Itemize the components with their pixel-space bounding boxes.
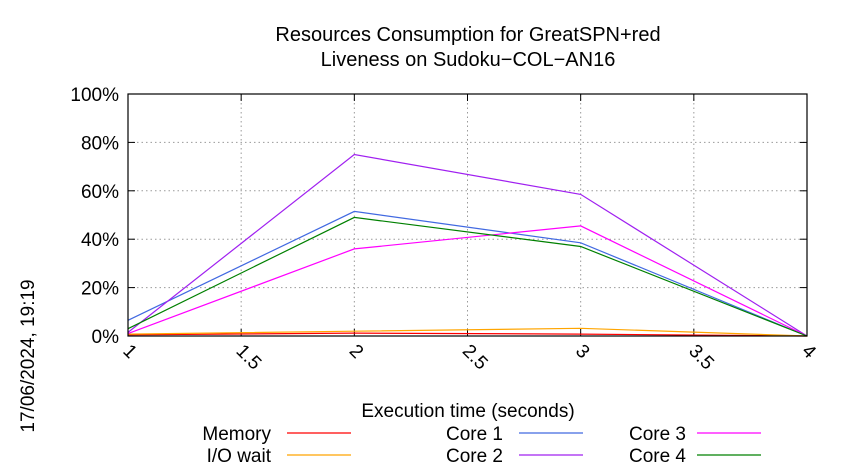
legend-label-i-o-wait: I/O wait: [207, 446, 272, 467]
legend-label-core-1: Core 1: [446, 424, 503, 445]
x-axis-ticks: 1 1.5 2 2.5 3 3.5 4: [118, 94, 820, 374]
series-lines: [127, 153, 808, 337]
timestamp-label: 17/06/2024, 19:19: [18, 279, 39, 432]
series-line-core-2: [127, 153, 808, 337]
x-tick-label: 3: [571, 341, 593, 363]
y-tick-label: 100%: [70, 85, 119, 106]
series-line-core-1: [127, 210, 808, 337]
chart-title-line-1: Resources Consumption for GreatSPN+red: [275, 24, 660, 46]
x-tick-label: 2.5: [458, 341, 492, 375]
y-tick-label: 80%: [81, 133, 119, 154]
x-tick-label: 1: [118, 341, 140, 363]
x-tick-label: 4: [797, 341, 820, 364]
grid: [128, 94, 807, 336]
legend-label-core-3: Core 3: [629, 424, 686, 445]
y-tick-label: 60%: [81, 182, 119, 203]
x-axis-label: Execution time (seconds): [361, 401, 574, 422]
y-tick-label: 40%: [81, 230, 119, 251]
x-tick-label: 3.5: [684, 341, 718, 375]
plot-frame: [127, 93, 808, 337]
series-line-core-4: [127, 216, 808, 337]
series-line-i-o-wait: [127, 327, 808, 337]
y-axis-ticks: 0% 20% 40% 60% 80% 100%: [70, 85, 807, 348]
chart-title-line-2: Liveness on Sudoku−COL−AN16: [321, 49, 616, 71]
legend-label-core-4: Core 4: [629, 446, 686, 467]
x-tick-label: 1.5: [232, 341, 266, 375]
y-tick-label: 20%: [81, 279, 119, 300]
series-line-core-3: [127, 225, 808, 337]
legend-label-memory: Memory: [202, 424, 271, 445]
y-tick-label: 0%: [92, 327, 120, 348]
series-line-memory: [127, 332, 808, 337]
x-tick-label: 2: [345, 341, 367, 363]
legend-label-core-2: Core 2: [446, 446, 503, 467]
